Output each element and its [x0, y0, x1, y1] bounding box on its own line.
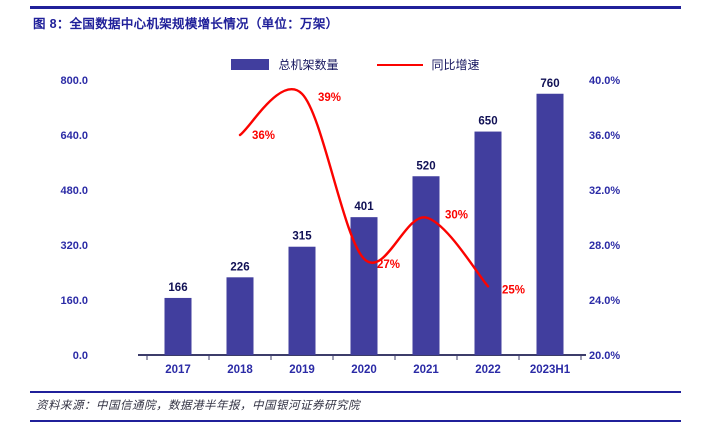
left-axis-tick-label: 0.0	[73, 350, 88, 362]
right-axis-tick-label: 20.0%	[589, 350, 620, 362]
growth-rate-point-label: 36%	[252, 130, 275, 142]
bar-value-label: 226	[230, 261, 249, 273]
left-axis-tick-label: 800.0	[60, 75, 88, 87]
right-axis-tick-label: 24.0%	[589, 295, 620, 307]
bar-value-label: 520	[416, 160, 435, 172]
left-axis-tick-label: 640.0	[60, 130, 88, 142]
left-axis-tick-label: 160.0	[60, 295, 88, 307]
line-series-swatch-icon	[376, 63, 423, 66]
x-axis-category-label: 2022	[475, 364, 501, 376]
legend-item-growth: 同比增速	[376, 56, 480, 73]
growth-rate-point-label: 25%	[502, 284, 525, 296]
bar	[226, 277, 254, 355]
legend-item-racks: 总机架数量	[231, 56, 339, 73]
growth-rate-point-label: 27%	[377, 259, 400, 271]
footer-bottom-rule	[30, 420, 681, 422]
growth-rate-line	[238, 88, 490, 288]
bar	[350, 217, 378, 355]
left-axis-tick-label: 480.0	[60, 185, 88, 197]
x-axis-category-label: 2017	[165, 364, 191, 376]
growth-rate-point-label: 39%	[318, 92, 341, 104]
right-axis-tick-label: 40.0%	[589, 75, 620, 87]
bar	[164, 297, 192, 355]
right-axis-tick-label: 36.0%	[589, 130, 620, 142]
bar	[288, 246, 316, 355]
bar	[536, 93, 564, 355]
x-axis-category-label: 2018	[227, 364, 253, 376]
x-axis-category-label: 2023H1	[530, 364, 571, 376]
legend-label-racks: 总机架数量	[278, 58, 339, 72]
bar-series-swatch-icon	[231, 59, 270, 70]
right-axis-tick-label: 28.0%	[589, 240, 620, 252]
left-axis-tick-label: 320.0	[60, 240, 88, 252]
legend-label-growth: 同比增速	[431, 58, 480, 72]
source-note: 资料来源：中国信通院，数据港半年报，中国银河证券研究院	[36, 400, 360, 412]
chart-legend: 总机架数量 同比增速	[0, 56, 711, 73]
bar-value-label: 401	[354, 201, 374, 213]
bar	[474, 131, 502, 355]
x-axis-category-label: 2020	[351, 364, 377, 376]
top-rule	[30, 6, 681, 9]
bar-value-label: 650	[478, 116, 497, 128]
figure-title: 图 8：全国数据中心机架规模增长情况（单位：万架）	[33, 17, 339, 31]
bar	[412, 176, 440, 355]
x-axis-category-label: 2019	[289, 364, 315, 376]
right-axis-tick-label: 32.0%	[589, 185, 620, 197]
footer-top-rule	[30, 391, 681, 393]
bar-value-label: 315	[292, 231, 312, 243]
bar-value-label: 166	[168, 282, 187, 294]
bar-value-label: 760	[540, 78, 559, 90]
growth-rate-point-label: 30%	[445, 210, 468, 222]
x-axis-category-label: 2021	[413, 364, 439, 376]
